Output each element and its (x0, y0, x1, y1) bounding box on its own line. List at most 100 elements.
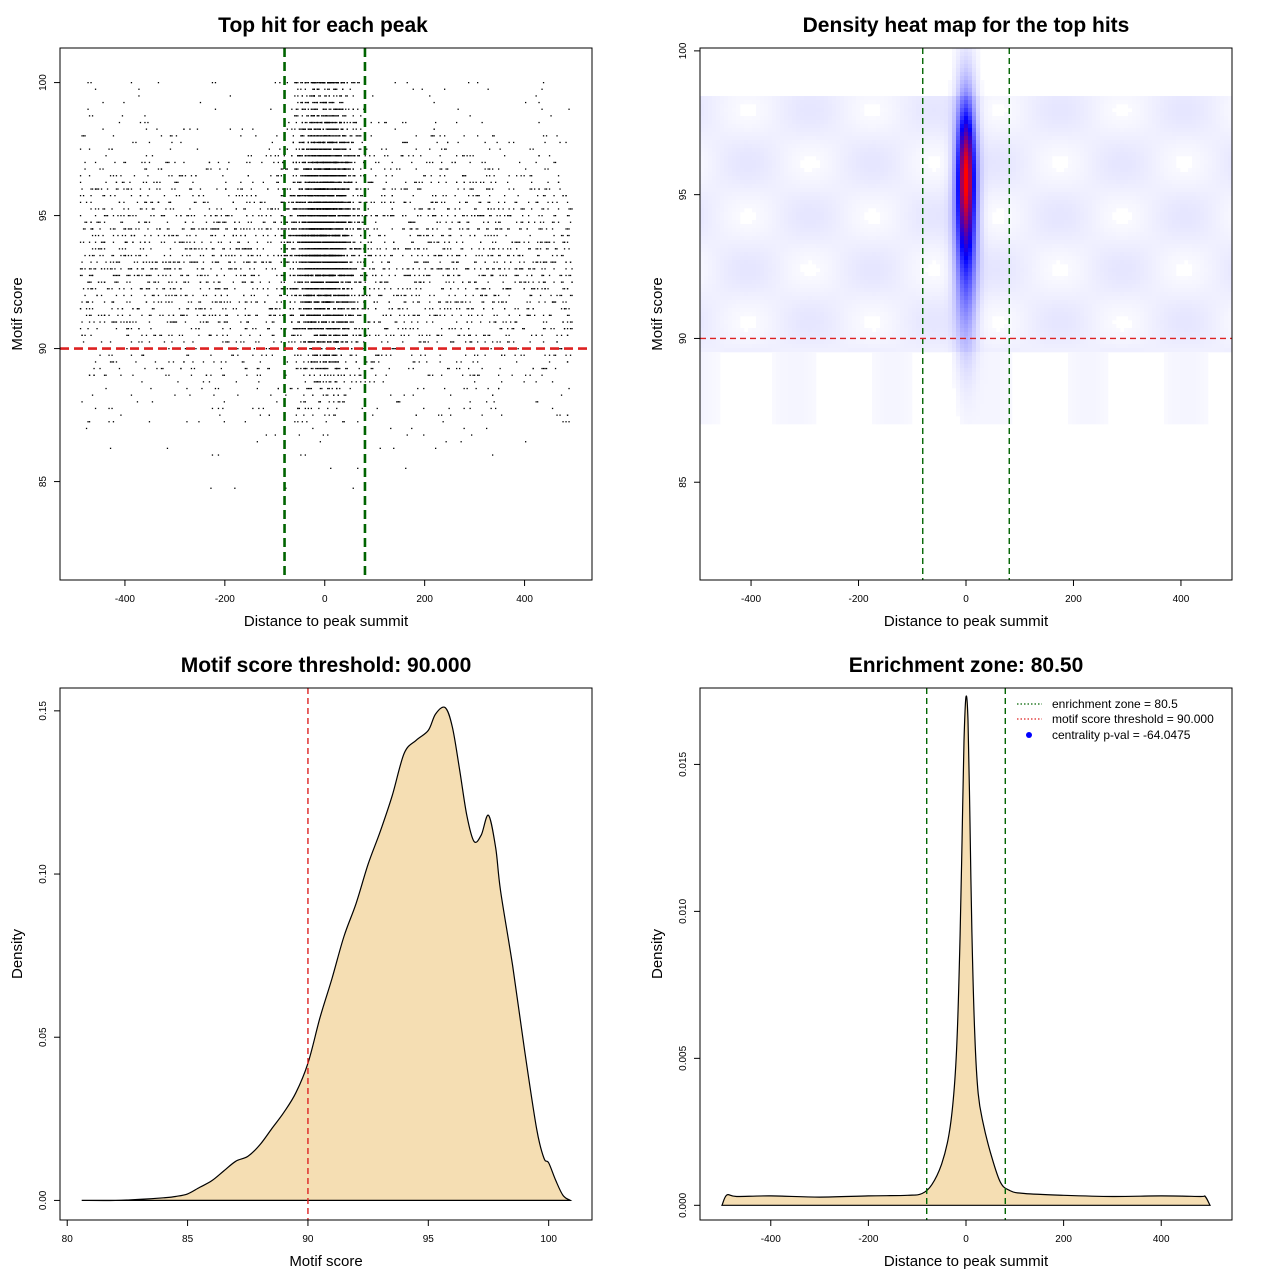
scatter-point (492, 454, 494, 456)
scatter-point (432, 161, 434, 164)
scatter-point (489, 248, 491, 250)
scatter-point (447, 254, 449, 257)
scatter-point (514, 274, 516, 277)
scatter-point (531, 288, 533, 290)
scatter-point (166, 447, 169, 449)
scatter-point (153, 281, 155, 283)
scatter-point (510, 288, 512, 290)
scatter-point (508, 208, 510, 210)
scatter-point (474, 268, 476, 270)
scatter-point (342, 281, 344, 283)
scatter-point (222, 175, 224, 177)
scatter-point (423, 248, 425, 250)
scatter-point (445, 281, 447, 283)
scatter-point (560, 234, 563, 237)
scatter-point (331, 301, 333, 303)
scatter-point (180, 314, 182, 316)
scatter-point (253, 228, 255, 230)
scatter-point (145, 208, 148, 210)
scatter-point (511, 374, 513, 376)
scatter-point (457, 221, 459, 223)
scatter-point (531, 175, 533, 177)
scatter-point (352, 241, 354, 243)
scatter-point (115, 175, 118, 177)
scatter-point (289, 301, 291, 303)
scatter-point (150, 387, 152, 390)
scatter-point (282, 188, 284, 190)
scatter-point (232, 308, 234, 310)
scatter-point (361, 268, 363, 270)
scatter-point (297, 95, 299, 97)
scatter-point (289, 188, 291, 190)
scatter-point (322, 101, 324, 104)
scatter-point (553, 354, 555, 356)
scatter-point (105, 181, 107, 183)
scatter-point (328, 381, 330, 383)
scatter-point (532, 288, 534, 290)
scatter-point (471, 248, 473, 250)
scatter-point (109, 195, 112, 197)
scatter-point (538, 301, 540, 303)
scatter-point (339, 401, 341, 403)
scatter-point (120, 254, 122, 257)
scatter-point (492, 341, 494, 343)
scatter-point (81, 188, 83, 190)
scatter-point (253, 274, 255, 277)
scatter-point (378, 161, 380, 164)
scatter-point (384, 188, 386, 190)
scatter-point (121, 115, 124, 117)
scatter-point (229, 261, 231, 263)
scatter-point (361, 195, 363, 197)
scatter-point (409, 328, 411, 330)
scatter-point (210, 215, 212, 217)
scatter-point (249, 314, 251, 316)
scatter-point (277, 228, 279, 230)
scatter-point (544, 261, 546, 263)
scatter-point (520, 268, 522, 270)
scatter-point (130, 82, 133, 84)
scatter-point (303, 341, 305, 343)
scatter-point (563, 308, 566, 310)
scatter-point (243, 228, 245, 230)
scatter-point (147, 281, 149, 283)
scatter-point (111, 308, 113, 310)
scatter-point (301, 161, 303, 164)
scatter-point (223, 421, 225, 423)
scatter-point (243, 274, 245, 277)
scatter-point (223, 321, 225, 323)
scatter-point (400, 334, 402, 336)
scatter-point (270, 108, 272, 110)
scatter-point (235, 381, 237, 383)
scatter-point (465, 268, 467, 270)
scatter-point (165, 374, 167, 376)
scatter-point (565, 308, 567, 310)
scatter-point (495, 241, 497, 243)
scatter-point (417, 261, 419, 263)
scatter-point (180, 367, 182, 370)
scatter-point (270, 175, 272, 177)
scatter-point (175, 294, 178, 297)
scatter-point (268, 314, 270, 316)
scatter-point (313, 281, 315, 283)
scatter-point (136, 401, 139, 403)
scatter-point (505, 301, 507, 303)
scatter-point (247, 221, 249, 223)
scatter-point (219, 168, 221, 170)
scatter-point (402, 228, 404, 230)
scatter-point (402, 141, 404, 144)
scatter-point (216, 274, 218, 277)
scatter-point (375, 354, 377, 356)
scatter-point (100, 268, 103, 270)
scatter-point (180, 241, 182, 243)
scatter-point (159, 228, 161, 230)
scatter-point (384, 168, 386, 170)
scatter-point (337, 135, 339, 137)
scatter-point (130, 228, 133, 230)
scatter-point (566, 321, 569, 323)
scatter-point (321, 228, 323, 230)
scatter-point (126, 281, 128, 283)
scatter-point (429, 148, 431, 150)
scatter-point (382, 381, 384, 383)
scatter-point (310, 95, 312, 97)
scatter-point (280, 301, 282, 303)
